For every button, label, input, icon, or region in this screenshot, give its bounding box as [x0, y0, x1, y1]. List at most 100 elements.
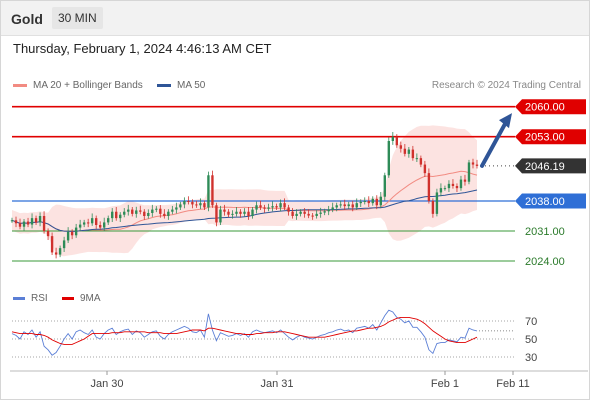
level-label-0: 2060.00	[525, 102, 565, 114]
candle-body	[219, 209, 222, 223]
candle-body	[335, 205, 338, 208]
candle-body	[199, 203, 202, 206]
candle-body	[467, 162, 471, 182]
candle-body	[191, 201, 194, 205]
candle-body	[247, 211, 250, 216]
candle-body	[135, 210, 138, 214]
forecast-arrow-shaft	[480, 120, 508, 168]
ma50-line	[11, 189, 478, 232]
candle-body	[223, 209, 226, 212]
forecast-arrow-head	[499, 113, 512, 129]
candle-body	[355, 203, 358, 208]
legend-9ma-label: 9MA	[80, 293, 101, 304]
candle-body	[267, 207, 270, 209]
x-tick-label-2: Feb 1	[431, 378, 459, 390]
level-label-2: 2046.19	[525, 161, 565, 173]
candle-body	[123, 211, 126, 215]
candle-body	[42, 216, 46, 231]
candle-body	[419, 158, 423, 165]
candle-body	[86, 222, 90, 224]
candle-body	[26, 221, 30, 225]
candle-body	[459, 179, 463, 189]
candle-body	[315, 213, 318, 216]
legend-rsi: RSI	[13, 293, 48, 304]
level-label-3: 2038.00	[525, 196, 565, 208]
candle-body	[18, 223, 22, 227]
x-tick-label-0: Jan 30	[90, 378, 123, 390]
candle-body	[295, 213, 298, 216]
candle-body	[22, 221, 26, 227]
candle-body	[407, 149, 411, 154]
candle-body	[367, 201, 370, 204]
candle-body	[119, 214, 122, 219]
candle-body	[375, 198, 378, 206]
candle-body	[279, 203, 282, 208]
candle-body	[74, 227, 78, 236]
rsi-tick-label-30: 30	[525, 352, 537, 364]
level-label-box-1	[515, 129, 586, 145]
candle-body	[327, 209, 330, 212]
candle-body	[463, 179, 467, 182]
candle-body	[239, 211, 242, 214]
candle-body	[475, 164, 479, 166]
rsi-tick-label-50: 50	[525, 334, 537, 346]
level-label-box-0	[515, 99, 586, 115]
candle-body	[171, 209, 174, 212]
candle-body	[227, 211, 230, 215]
candle-body	[275, 206, 278, 208]
candle-body	[347, 204, 350, 207]
candle-body	[50, 236, 54, 253]
candle-body	[231, 213, 234, 215]
candle-body	[62, 240, 66, 249]
candle-body	[291, 211, 294, 216]
candle-body	[307, 213, 310, 216]
candle-body	[163, 213, 166, 216]
candle-body	[443, 188, 447, 190]
candle-body	[431, 201, 435, 214]
candle-body	[70, 231, 74, 236]
candle-body	[471, 162, 475, 165]
candle-body	[66, 231, 70, 241]
legend-rsi-label: RSI	[31, 293, 48, 304]
level-label-1: 2053.00	[525, 132, 565, 144]
candle-body	[175, 207, 178, 210]
candle-body	[343, 204, 346, 207]
candle-body	[299, 211, 302, 214]
candle-body	[263, 207, 266, 209]
candle-body	[411, 149, 415, 159]
candle-body	[439, 188, 443, 193]
candle-body	[395, 136, 399, 146]
candle-body	[259, 205, 262, 208]
candle-body	[10, 220, 14, 222]
rsi-series-rsi	[11, 309, 478, 356]
candle-body	[127, 209, 130, 212]
x-tick-label-1: Jan 31	[260, 378, 293, 390]
level-label-box-3	[515, 193, 586, 209]
candle-body	[363, 201, 366, 202]
candle-body	[283, 203, 286, 208]
candle-body	[195, 204, 198, 206]
rsi-series-9ma	[11, 316, 478, 345]
candle-body	[103, 222, 106, 228]
candle-body	[311, 215, 314, 217]
candle-body	[151, 209, 154, 213]
candle-body	[167, 211, 170, 216]
candle-body	[319, 212, 322, 214]
candle-body	[243, 211, 246, 214]
level-label-box-2	[515, 158, 586, 174]
candle-body	[339, 204, 342, 206]
candle-body	[427, 173, 431, 201]
candle-body	[235, 211, 238, 214]
legend-ma50: MA 50	[157, 80, 205, 91]
legend-rsi-swatch	[13, 297, 25, 300]
level-label-5: 2024.00	[525, 256, 565, 268]
candle-body	[82, 222, 86, 225]
candle-body	[215, 205, 218, 223]
candle-body	[331, 207, 334, 210]
candle-body	[90, 218, 94, 224]
candle-body	[54, 252, 58, 255]
candle-body	[159, 208, 162, 214]
timeframe-badge[interactable]: 30 MIN	[52, 7, 103, 29]
candle-body	[58, 248, 62, 255]
